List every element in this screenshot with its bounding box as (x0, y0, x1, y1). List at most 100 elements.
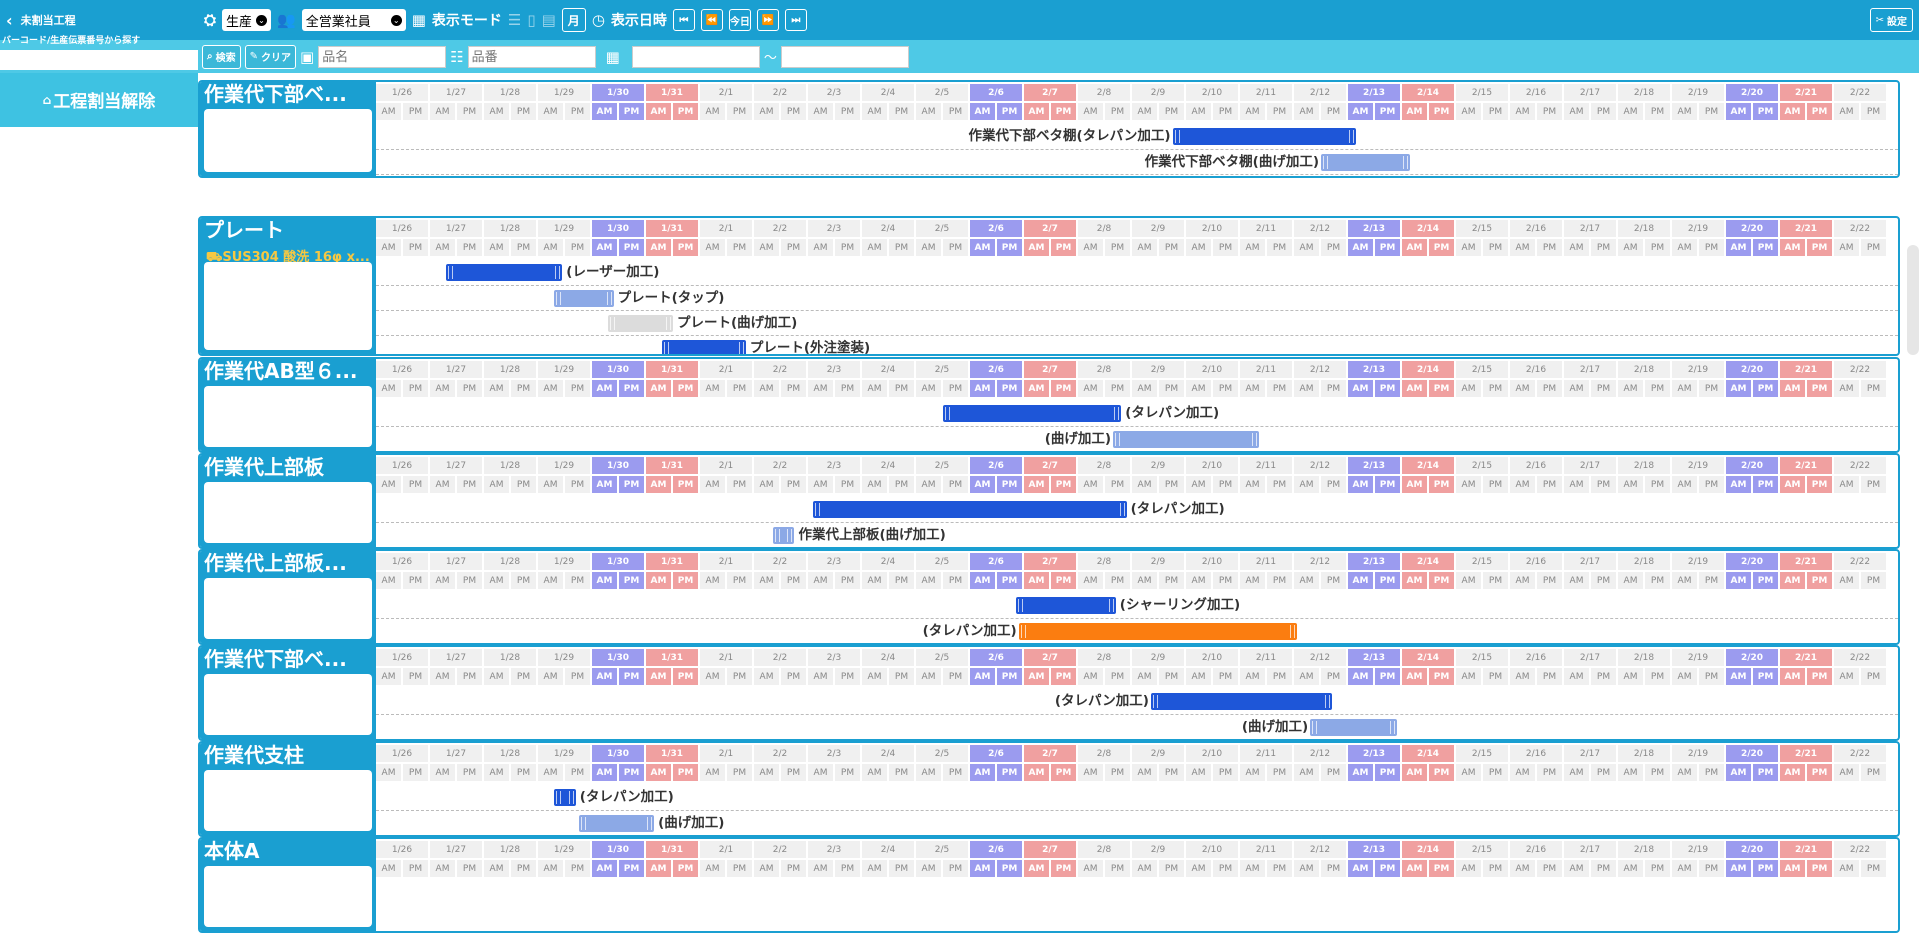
ampm-cell: AM (754, 380, 780, 397)
barcode-input[interactable] (0, 50, 198, 70)
settings-button[interactable]: ✂ 設定 (1869, 8, 1913, 32)
ampm-cell: AM (646, 103, 672, 120)
task-bar[interactable] (662, 340, 746, 354)
ampm-cell: PM (1375, 239, 1401, 256)
ampm-cell: PM (1537, 572, 1563, 589)
task-bar[interactable] (1113, 431, 1259, 448)
ampm-cell: AM (430, 239, 456, 256)
task-bar[interactable] (578, 815, 655, 832)
day-view-icon[interactable]: ▯ (527, 11, 536, 29)
date-cell: 2/12 (1294, 841, 1347, 858)
date-cell: 2/18 (1618, 220, 1671, 237)
card-title[interactable]: 作業代上部板 (204, 455, 324, 479)
task-bar[interactable] (1321, 154, 1411, 171)
task-bar[interactable] (813, 501, 1127, 518)
task-lane: 作業代上部板(曲げ加工) (376, 522, 1898, 547)
task-bar[interactable] (446, 264, 563, 281)
card-title[interactable]: 本体A (204, 839, 260, 863)
box-icon: ▣ (300, 47, 315, 66)
rewind-icon: ⏪ (705, 14, 719, 26)
ampm-cell: AM (970, 103, 996, 120)
date-cell: 1/31 (646, 649, 699, 666)
date-cell: 2/12 (1294, 220, 1347, 237)
ampm-cell: AM (862, 764, 888, 781)
dept-select[interactable]: 生産 ⌄ (222, 9, 272, 31)
task-bar[interactable] (1150, 693, 1332, 710)
task-lane: プレート(外注塗装) (376, 335, 1898, 354)
ampm-cell: PM (1213, 764, 1239, 781)
date-cell: 2/13 (1348, 220, 1401, 237)
ampm-cell: AM (1726, 239, 1752, 256)
week-view-icon[interactable]: ▤ (541, 11, 556, 29)
date-cell: 2/1 (700, 553, 753, 570)
month-view-button[interactable]: 月 (561, 8, 586, 32)
release-assignment-button[interactable]: ⌂ 工程割当解除 (0, 72, 198, 127)
date-cell: 2/2 (754, 361, 807, 378)
date-cell: 2/7 (1024, 220, 1077, 237)
ampm-cell: PM (1213, 860, 1239, 877)
card-title[interactable]: 作業代下部ベ... (204, 647, 347, 671)
card-title[interactable]: 作業代下部ベ... (204, 82, 347, 106)
task-bar[interactable] (1018, 623, 1297, 640)
prev-button[interactable]: ⏪ (700, 9, 723, 31)
ampm-cell: PM (403, 380, 429, 397)
date-cell: 2/1 (700, 361, 753, 378)
ampm-cell: AM (808, 239, 834, 256)
jump-forward-button[interactable]: ⏭ (784, 9, 807, 31)
ampm-cell: AM (1348, 572, 1374, 589)
date-to-input[interactable] (780, 45, 909, 68)
date-from-input[interactable] (631, 45, 760, 68)
staff-select[interactable]: 全営業社員 ⌄ (301, 9, 406, 31)
date-cell: 2/1 (700, 841, 753, 858)
card-title[interactable]: 作業代支柱 (204, 743, 304, 767)
today-button[interactable]: 今日 (728, 9, 751, 31)
card-title[interactable]: 作業代AB型６... (204, 359, 358, 383)
date-cell: 2/14 (1402, 84, 1455, 101)
item-no-input[interactable] (467, 45, 596, 68)
date-cell: 2/7 (1024, 745, 1077, 762)
date-cell: 2/18 (1618, 745, 1671, 762)
task-bar[interactable] (1310, 719, 1397, 736)
ampm-cell: PM (403, 239, 429, 256)
clear-button[interactable]: ✎ クリア (244, 44, 296, 69)
task-lane: プレート(曲げ加工) (376, 310, 1898, 335)
ampm-cell: AM (1672, 239, 1698, 256)
ampm-cell: PM (1267, 476, 1293, 493)
ampm-cell: AM (646, 572, 672, 589)
list-view-icon[interactable]: ☰ (507, 11, 522, 29)
task-label: 作業代下部ベタ棚(曲げ加工) (1144, 154, 1319, 170)
next-button[interactable]: ⏩ (756, 9, 779, 31)
ampm-cell: PM (1429, 103, 1455, 120)
ampm-cell: PM (1321, 239, 1347, 256)
task-label: 作業代下部ベタ棚(タレパン加工) (968, 128, 1171, 144)
ampm-cell: AM (700, 380, 726, 397)
sidebar-header[interactable]: ‹ 未割当工程 (0, 0, 198, 40)
ampm-cell: AM (1132, 476, 1158, 493)
ampm-cell: PM (997, 572, 1023, 589)
search-button[interactable]: ⌕ 検索 (202, 44, 241, 69)
date-cell: 2/17 (1564, 649, 1617, 666)
task-bar[interactable] (1172, 128, 1357, 145)
ampm-cell: AM (1078, 239, 1104, 256)
ampm-cell: PM (1591, 380, 1617, 397)
task-bar[interactable] (943, 405, 1122, 422)
ampm-cell: PM (997, 239, 1023, 256)
ampm-cell: PM (943, 572, 969, 589)
ampm-cell: PM (1105, 239, 1131, 256)
jump-back-button[interactable]: ⏮ (672, 9, 695, 31)
card-title[interactable]: 作業代上部板... (204, 551, 347, 575)
task-bar[interactable] (772, 527, 795, 544)
task-bar[interactable] (554, 290, 614, 307)
task-bar[interactable] (608, 315, 673, 332)
task-bar[interactable] (554, 789, 576, 806)
item-name-input[interactable] (318, 45, 447, 68)
task-bar[interactable] (1015, 597, 1116, 614)
task-label: (シャーリング加工) (1119, 597, 1241, 613)
card-title[interactable]: プレート (204, 218, 284, 242)
scrollbar[interactable] (1907, 245, 1919, 355)
ampm-cell: AM (1510, 860, 1536, 877)
ampm-cell: AM (1294, 572, 1320, 589)
task-lane: 作業代下部ベタ棚(スポット溶接) (376, 174, 1898, 176)
month-view-label: 月 (567, 13, 580, 28)
